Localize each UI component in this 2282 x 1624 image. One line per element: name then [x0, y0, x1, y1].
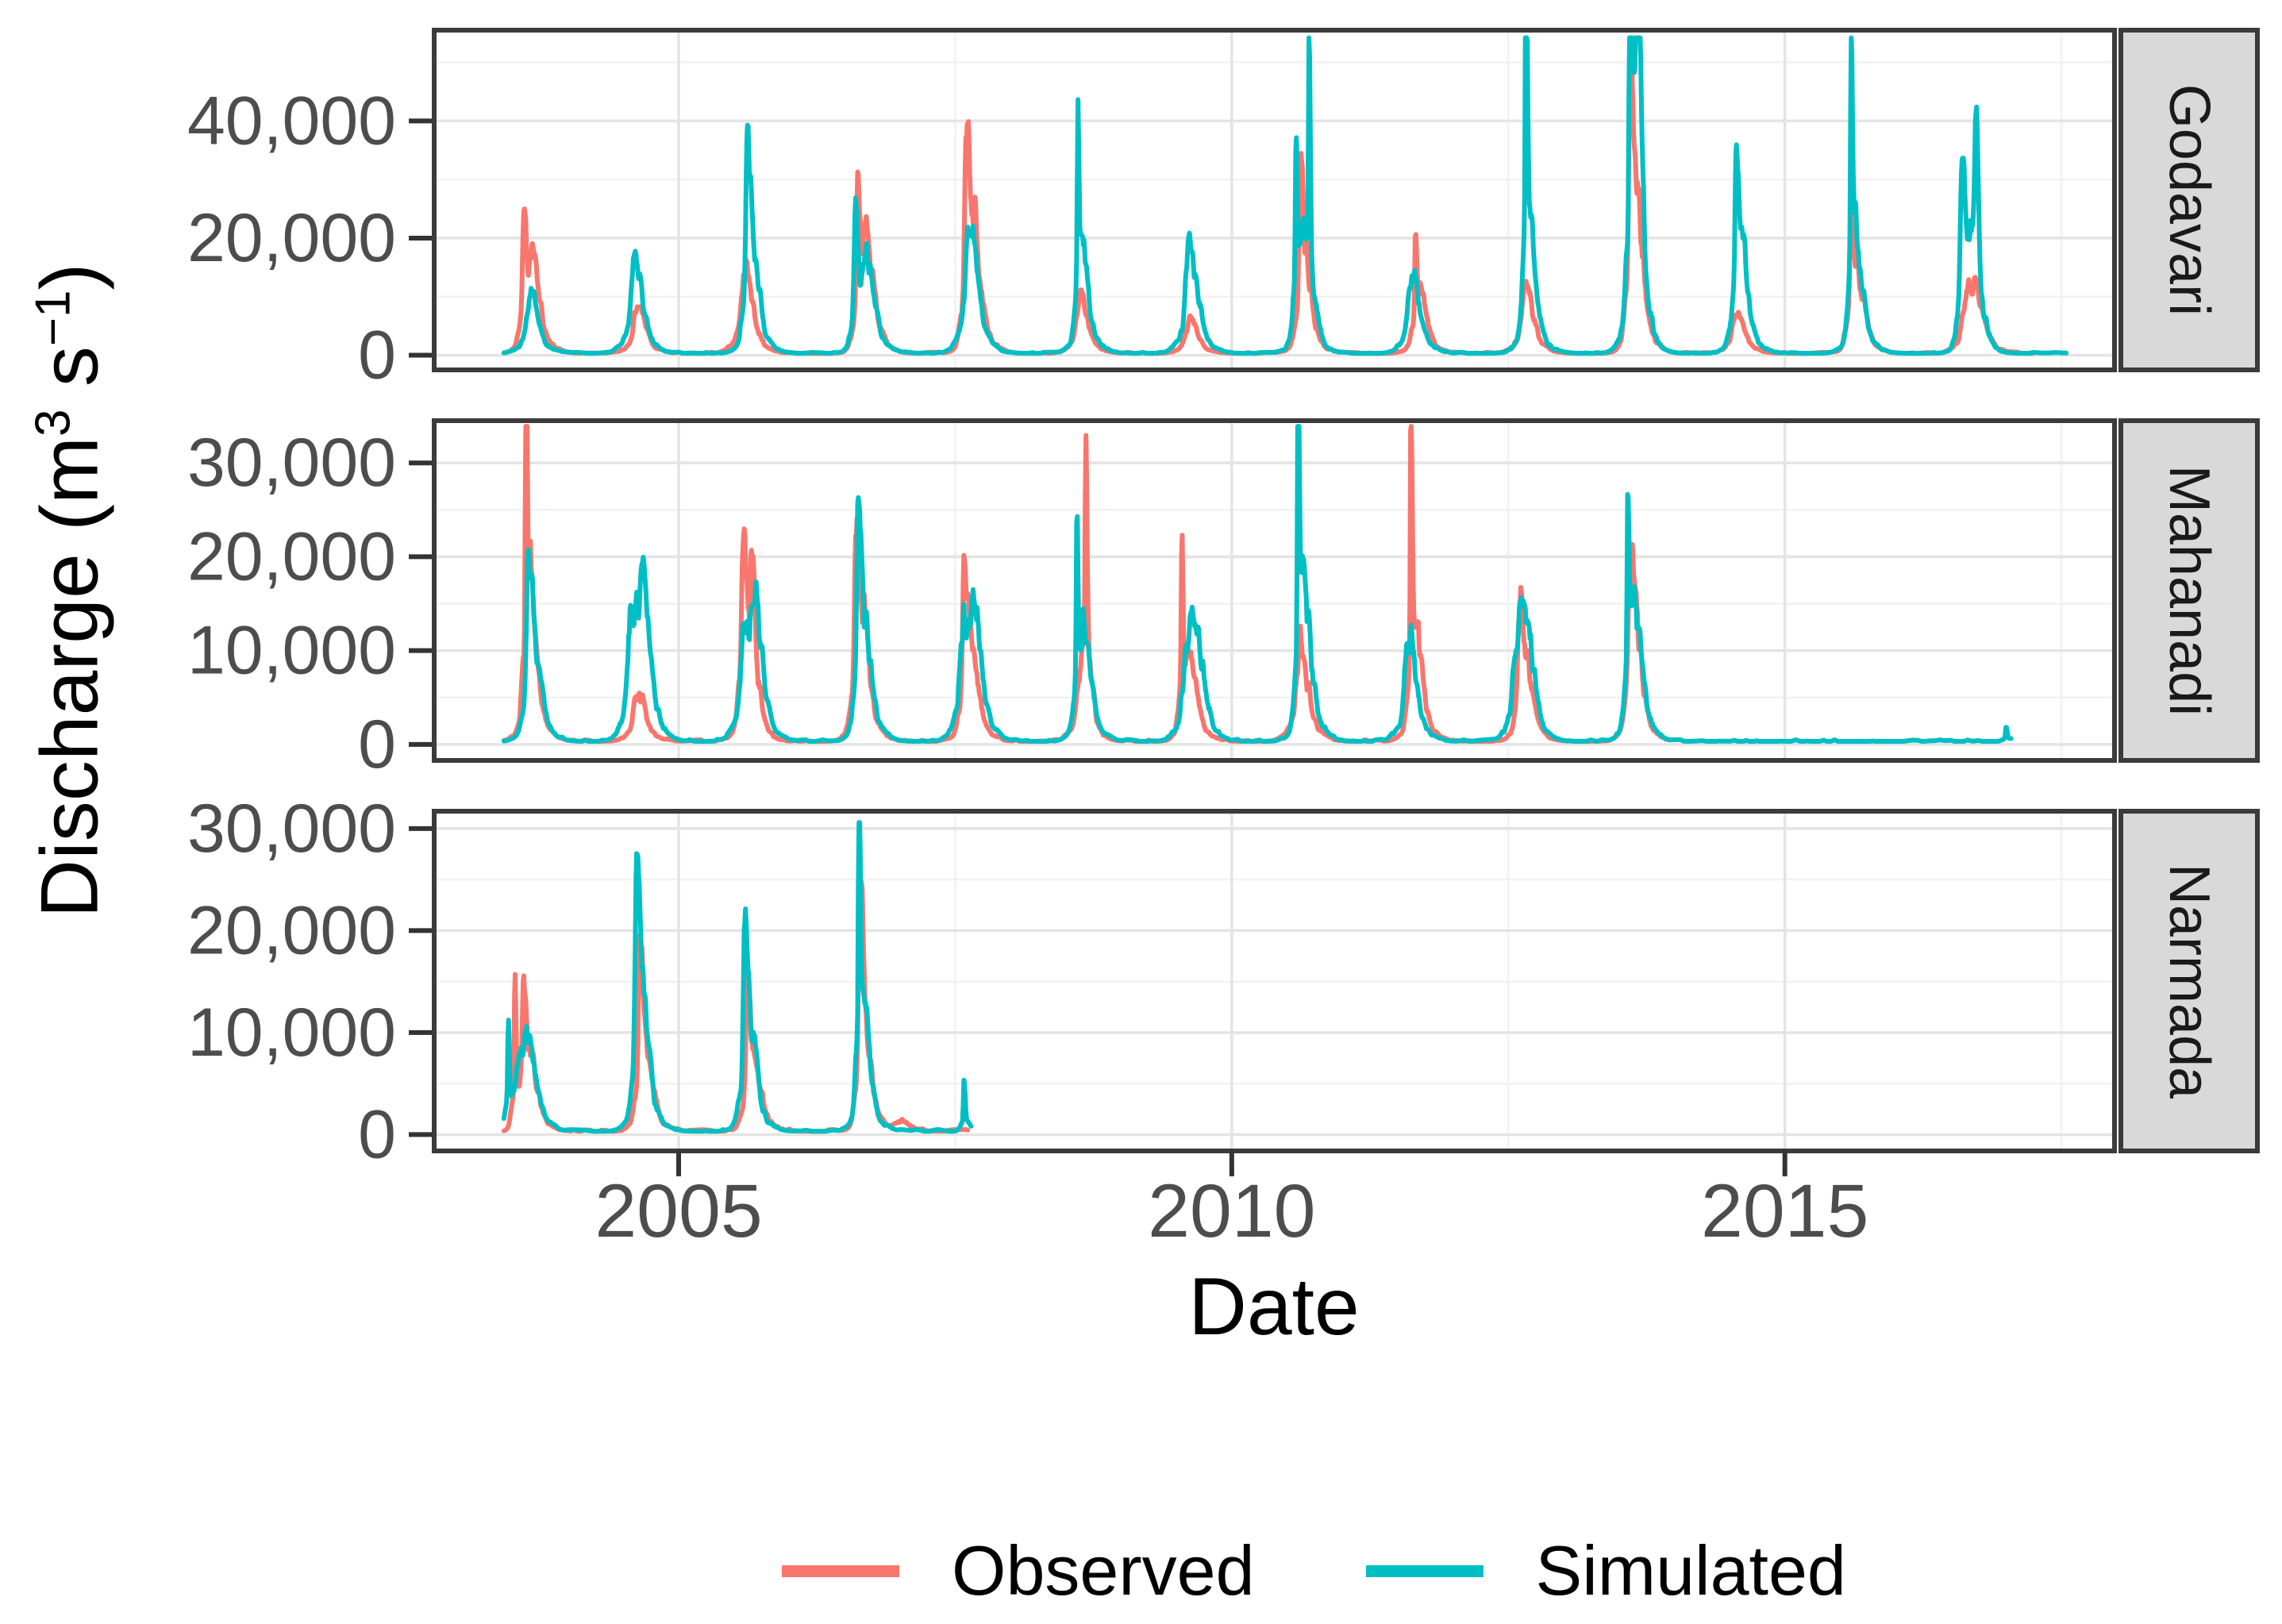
facet-mahanadi: 0 10,000 20,000 30,000 Mahanadi: [187, 418, 2260, 783]
y-tick-label: 20,000: [187, 892, 396, 968]
y-tick-label: 30,000: [187, 425, 396, 501]
y-axis-title-post: ): [24, 263, 115, 291]
narmada-simulated-line: [501, 820, 974, 1134]
facet-strip-narmada: [2118, 809, 2260, 1153]
facet-narmada: 0 10,000 20,000 30,000 Narmada: [187, 791, 2260, 1172]
y-axis-title-mid: s: [24, 346, 115, 410]
y-axis-title: Discharge (m3 s−1): [24, 264, 117, 918]
y-tick-label: 30,000: [187, 791, 396, 867]
facet-strip-label: Narmada: [2157, 864, 2221, 1099]
x-axis-title: Date: [1188, 1261, 1360, 1352]
observed-label: Observed: [952, 1531, 1255, 1610]
panel-background: [434, 421, 2115, 760]
facet-strip-mahanadi: [2118, 418, 2260, 763]
x-tick-label: 2005: [595, 1169, 762, 1253]
y-tick-label: 10,000: [187, 995, 396, 1071]
gridlines-minor: [434, 421, 2115, 760]
gridlines-minor: [434, 30, 2115, 370]
legend-item-simulated: Simulated: [1365, 1530, 1846, 1611]
panel-border: [432, 28, 2117, 372]
gridlines-major: [434, 421, 2115, 760]
observed-key-line: [782, 1564, 899, 1577]
y-axis-ticks: 0 10,000 20,000 30,000: [187, 425, 432, 783]
y-axis-title-pre: Discharge (m: [24, 437, 115, 918]
gridlines-major: [434, 811, 2115, 1151]
y-tick-label: 20,000: [187, 518, 396, 595]
facet-strip-label: Godavari: [2157, 84, 2221, 316]
y-tick-label: 10,000: [187, 613, 396, 689]
simulated-label: Simulated: [1535, 1531, 1846, 1610]
facet-strip-label: Mahanadi: [2157, 465, 2221, 716]
panel-border: [432, 809, 2117, 1153]
godavari-simulated-line: [501, 35, 2069, 356]
facet-godavari: 0 20,000 40,000 Godavari: [187, 28, 2260, 394]
y-axis-ticks: 0 20,000 40,000: [187, 83, 432, 394]
legend-item-observed: Observed: [782, 1530, 1255, 1611]
y-tick-label: 40,000: [187, 83, 396, 159]
y-tick-label: 0: [358, 706, 396, 783]
panel-background: [434, 30, 2115, 370]
x-tick-label: 2010: [1148, 1169, 1315, 1253]
facet-strip-godavari: [2118, 28, 2260, 372]
y-axis-ticks: 0 10,000 20,000 30,000: [187, 791, 432, 1172]
y-tick-label: 0: [358, 1096, 396, 1172]
x-tick-label: 2015: [1701, 1169, 1868, 1253]
panel-border: [432, 418, 2117, 763]
gridlines-minor: [434, 811, 2115, 1151]
y-axis-title-sup-inverse: −1: [25, 290, 81, 347]
mahanadi-simulated-line: [501, 424, 2014, 744]
y-tick-label: 0: [358, 317, 396, 394]
legend: Observed Simulated: [782, 1530, 1846, 1611]
simulated-key-line: [1365, 1564, 1483, 1577]
y-axis-title-sup-cubed: 3: [25, 409, 81, 437]
y-tick-label: 20,000: [187, 200, 396, 276]
x-axis: 2005 2010 2015: [595, 1151, 1868, 1253]
